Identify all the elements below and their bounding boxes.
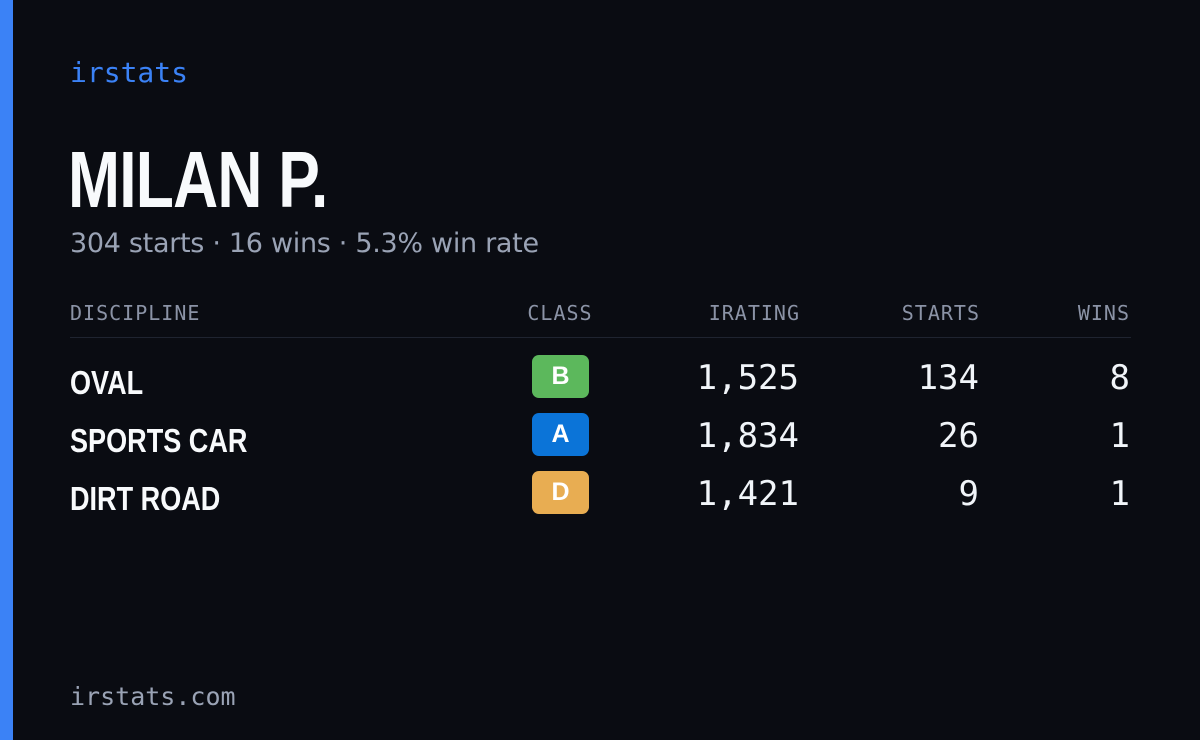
discipline-label: DIRT ROAD: [70, 480, 221, 517]
footer-url: irstats.com: [70, 682, 236, 711]
wins-value: 1: [1109, 416, 1130, 456]
class-badge: D: [532, 471, 589, 514]
irating-value: 1,525: [696, 358, 799, 398]
header-divider: [70, 337, 1131, 338]
starts-value: 26: [938, 416, 979, 456]
table-row: DIRT ROAD D 1,421 9 1: [0, 471, 1200, 527]
brand-logo-text: irstats: [70, 56, 189, 89]
header-class: CLASS: [527, 301, 593, 325]
irating-value: 1,834: [696, 416, 799, 456]
driver-summary: 304 starts · 16 wins · 5.3% win rate: [70, 228, 539, 259]
wins-value: 1: [1109, 474, 1130, 514]
header-irating: IRATING: [708, 301, 800, 325]
wins-value: 8: [1109, 358, 1130, 398]
irating-value: 1,421: [696, 474, 799, 514]
header-starts: STARTS: [901, 301, 980, 325]
header-discipline: DISCIPLINE: [70, 301, 201, 325]
table-row: OVAL B 1,525 134 8: [0, 355, 1200, 411]
header-wins: WINS: [1077, 301, 1130, 325]
discipline-label: OVAL: [70, 364, 144, 401]
starts-value: 9: [958, 474, 979, 514]
table-row: SPORTS CAR A 1,834 26 1: [0, 413, 1200, 469]
driver-name: MILAN P.: [68, 135, 328, 224]
class-badge: B: [532, 355, 589, 398]
starts-value: 134: [917, 358, 979, 398]
accent-bar: [0, 0, 13, 740]
class-badge: A: [532, 413, 589, 456]
discipline-label: SPORTS CAR: [70, 422, 248, 459]
